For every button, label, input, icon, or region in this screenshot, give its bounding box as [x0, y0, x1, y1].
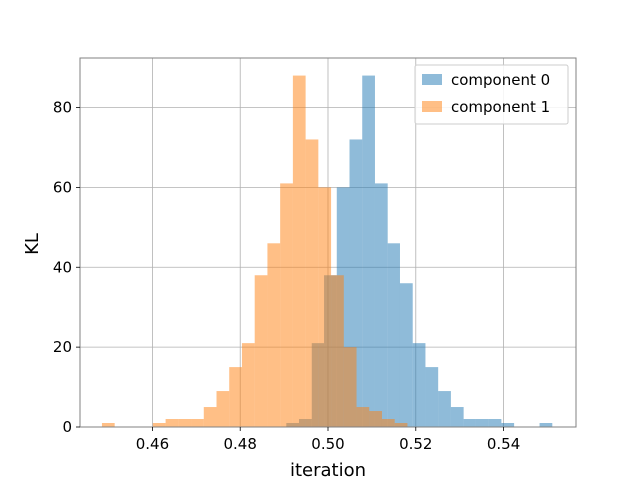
bar-component-1-8	[241, 343, 255, 427]
bar-component-1-9	[254, 275, 268, 427]
bar-component-1-20	[394, 423, 408, 427]
bar-component-0-10	[412, 343, 426, 427]
bar-component-0-11	[425, 367, 439, 427]
bar-component-0-16	[488, 419, 502, 427]
bar-component-1-19	[381, 419, 395, 427]
bar-component-1-6	[216, 391, 230, 427]
bar-component-1-11	[280, 183, 293, 427]
bar-component-0-6	[362, 75, 375, 428]
bar-component-1-4	[191, 419, 204, 427]
bar-component-1-12	[292, 75, 306, 428]
bar-component-1-5	[203, 407, 217, 427]
legend-label-component-1: component 1	[451, 98, 550, 116]
y-tick-label-4: 80	[53, 99, 72, 117]
bar-component-1-1	[152, 423, 166, 427]
legend-label-component-0: component 0	[451, 71, 550, 89]
y-tick-label-3: 60	[53, 178, 72, 196]
y-axis-ticks: 0 20 40 60 80	[53, 99, 80, 436]
series-component-1-bars	[101, 75, 408, 428]
legend-swatch-component-0	[422, 74, 442, 85]
legend-swatch-component-1	[422, 101, 442, 112]
bar-component-1-13	[305, 139, 319, 427]
bar-component-1-17	[356, 407, 370, 427]
x-tick-label-2: 0.50	[311, 435, 344, 453]
bar-component-0-7	[374, 183, 388, 427]
bar-component-1-15	[331, 275, 344, 427]
x-axis-label: iteration	[290, 460, 366, 480]
x-axis-ticks: 0.46 0.48 0.50 0.52 0.54	[136, 427, 520, 453]
bar-component-0-18	[539, 423, 553, 427]
bar-component-0-8	[387, 243, 400, 427]
bar-component-0-15	[475, 419, 489, 427]
bar-component-1-18	[369, 411, 382, 427]
legend-box	[414, 64, 569, 125]
bar-component-0-9	[399, 283, 413, 427]
y-axis-label: KL	[22, 233, 43, 255]
bar-component-0-17	[501, 423, 515, 427]
bar-component-1-0	[101, 423, 115, 427]
bar-component-1-14	[318, 187, 332, 427]
x-tick-label-4: 0.54	[487, 435, 520, 453]
bar-component-0-14	[463, 419, 476, 427]
y-tick-label-0: 0	[62, 418, 72, 436]
bar-component-1-2	[165, 419, 179, 427]
bar-component-1-7	[229, 367, 242, 427]
x-tick-label-3: 0.52	[399, 435, 432, 453]
legend: component 0 component 1	[414, 64, 569, 125]
y-tick-label-1: 20	[53, 338, 72, 356]
bar-component-0-12	[438, 391, 451, 427]
bar-component-1-3	[178, 419, 192, 427]
bar-component-1-10	[267, 243, 281, 427]
bar-component-1-16	[343, 347, 357, 427]
bar-component-0-13	[450, 407, 464, 427]
x-tick-label-0: 0.46	[136, 435, 169, 453]
x-tick-label-1: 0.48	[224, 435, 257, 453]
y-tick-label-2: 40	[53, 258, 72, 276]
